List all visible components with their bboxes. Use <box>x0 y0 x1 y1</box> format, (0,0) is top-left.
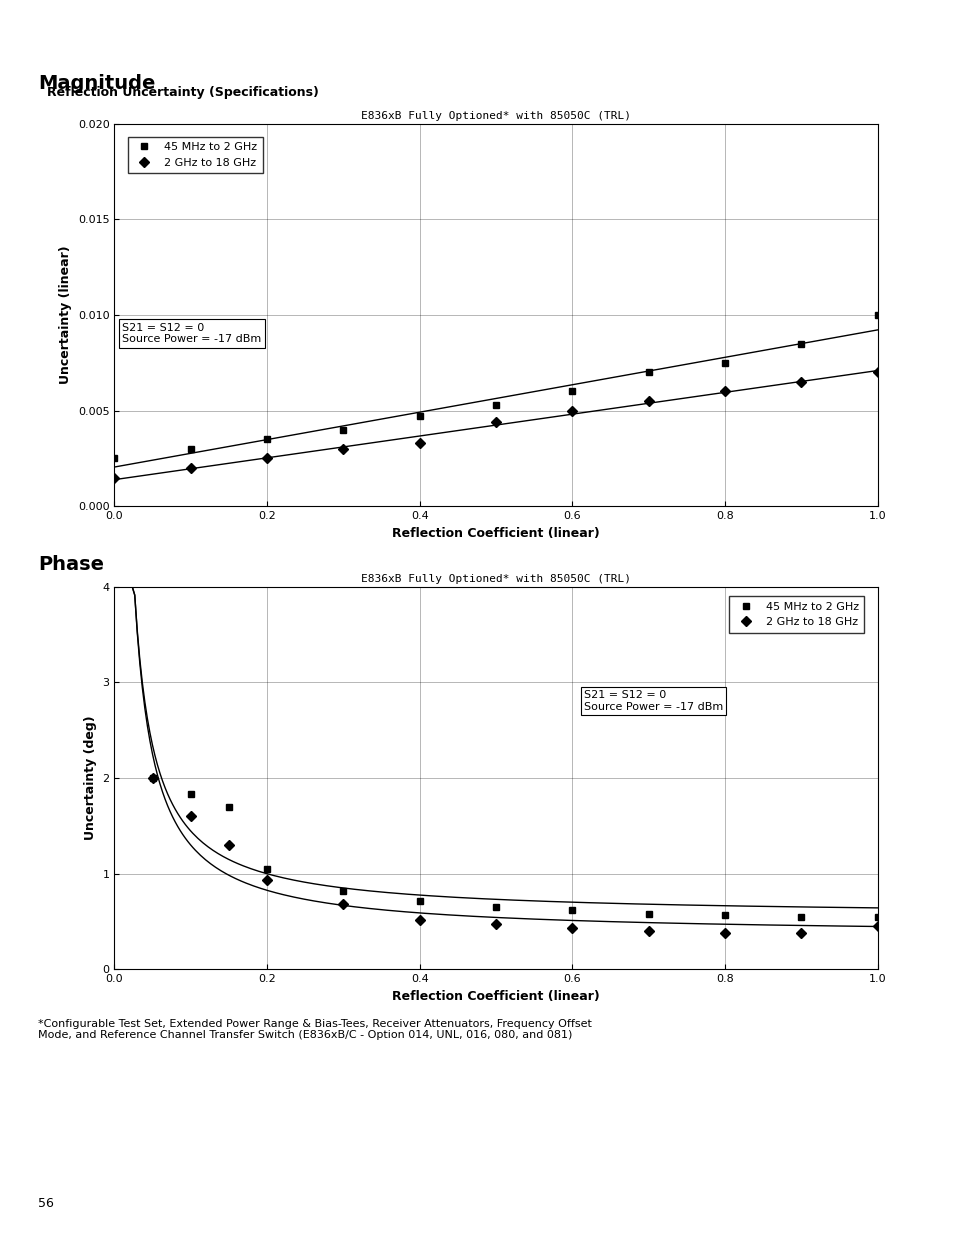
Text: Reflection Uncertainty (Specifications): Reflection Uncertainty (Specifications) <box>47 86 318 99</box>
Text: Phase: Phase <box>38 556 104 574</box>
Title: E836xB Fully Optioned* with 85050C (TRL): E836xB Fully Optioned* with 85050C (TRL) <box>360 574 631 584</box>
Text: S21 = S12 = 0
Source Power = -17 dBm: S21 = S12 = 0 Source Power = -17 dBm <box>122 322 261 345</box>
Text: S21 = S12 = 0
Source Power = -17 dBm: S21 = S12 = 0 Source Power = -17 dBm <box>583 690 722 711</box>
Title: E836xB Fully Optioned* with 85050C (TRL): E836xB Fully Optioned* with 85050C (TRL) <box>360 111 631 121</box>
Legend: 45 MHz to 2 GHz, 2 GHz to 18 GHz: 45 MHz to 2 GHz, 2 GHz to 18 GHz <box>128 137 263 173</box>
X-axis label: Reflection Coefficient (linear): Reflection Coefficient (linear) <box>392 990 599 1003</box>
Y-axis label: Uncertainty (deg): Uncertainty (deg) <box>84 716 97 840</box>
X-axis label: Reflection Coefficient (linear): Reflection Coefficient (linear) <box>392 527 599 540</box>
Legend: 45 MHz to 2 GHz, 2 GHz to 18 GHz: 45 MHz to 2 GHz, 2 GHz to 18 GHz <box>728 597 863 632</box>
Text: 56: 56 <box>38 1197 54 1210</box>
Y-axis label: Uncertainty (linear): Uncertainty (linear) <box>59 246 72 384</box>
Text: *Configurable Test Set, Extended Power Range & Bias-Tees, Receiver Attenuators, : *Configurable Test Set, Extended Power R… <box>38 1019 592 1040</box>
Text: Magnitude: Magnitude <box>38 74 155 93</box>
